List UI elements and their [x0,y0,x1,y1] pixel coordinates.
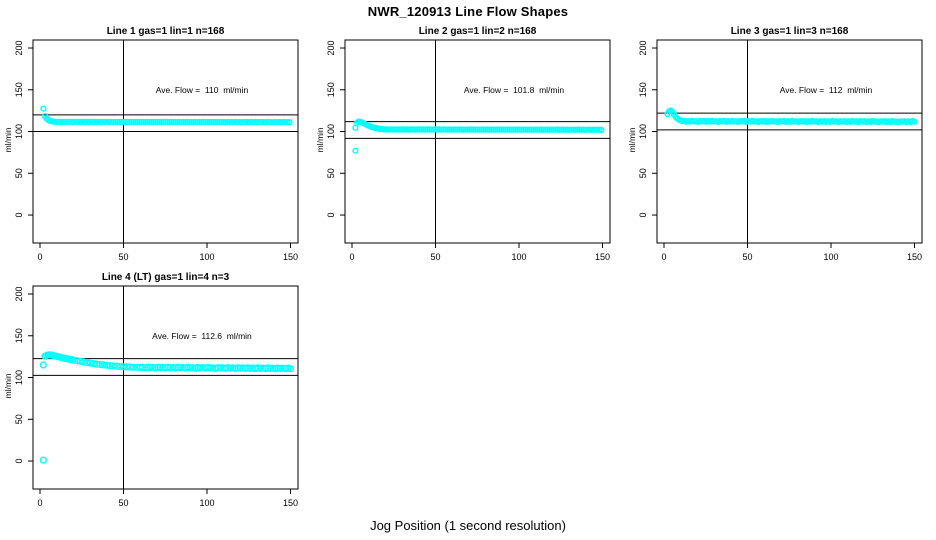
y-axis: 0 50 100 150 200 [638,41,657,218]
svg-text:50: 50 [14,168,24,178]
svg-text:100: 100 [326,124,336,139]
svg-text:0: 0 [38,252,43,262]
ave-flow-annotation: Ave. Flow = 101.8 ml/min [464,85,565,95]
plot-line-4-chart: Line 4 (LT) gas=1 lin=4 n=3 0 50 100 150 0 50 1… [3,272,299,508]
x-axis: 0 50 100 150 [350,243,610,262]
svg-text:150: 150 [283,252,298,262]
svg-text:50: 50 [430,252,440,262]
subplot-title: Line 4 (LT) gas=1 lin=4 n=3 [102,272,230,283]
subplot-title: Line 2 gas=1 lin=2 n=168 [419,26,537,37]
data-points [352,118,605,154]
y-axis-title: ml/min [315,127,325,152]
plot-box [344,39,611,244]
subplot-title: Line 1 gas=1 lin=1 n=168 [107,26,225,37]
svg-text:Line 1 gas=1 lin=1 n=168: Line 1 gas=1 lin=1 n=168 [107,26,225,37]
y-axis: 0 50 100 150 200 [14,287,33,464]
ave-flow-annotation: Ave. Flow = 112.6 ml/min [152,331,252,341]
plot-line-1-chart: Line 1 gas=1 lin=1 n=168 0 50 100 150 0 50 100 1… [3,26,299,262]
svg-text:100: 100 [823,252,838,262]
figure-title: NWR_120913 Line Flow Shapes [367,4,569,19]
svg-text:200: 200 [638,41,648,56]
svg-text:0: 0 [326,213,336,218]
x-axis: 0 50 100 150 [662,243,922,262]
x-axis-label: Jog Position (1 second resolution) [370,518,566,533]
svg-text:Ave. Flow = 110 ml/min: Ave. Flow = 110 ml/min [156,85,249,95]
plot-cell-line-2: Line 2 gas=1 lin=2 n=168 0 50 100 150 0 50 100 1… [312,24,624,270]
svg-text:ml/min: ml/min [315,127,325,152]
plot-line-2-chart: Line 2 gas=1 lin=2 n=168 0 50 100 150 0 50 100 1… [315,26,611,262]
svg-text:150: 150 [595,252,610,262]
svg-text:200: 200 [14,41,24,56]
svg-text:50: 50 [638,168,648,178]
svg-text:ml/min: ml/min [627,127,637,152]
svg-text:150: 150 [326,82,336,97]
svg-text:Line 4 (LT) gas=1 lin=4 n=3: Line 4 (LT) gas=1 lin=4 n=3 [102,272,230,283]
svg-text:100: 100 [14,124,24,139]
svg-text:50: 50 [118,498,128,508]
svg-text:100: 100 [14,370,24,385]
svg-text:150: 150 [283,498,298,508]
svg-text:Ave. Flow = 112 ml/min: Ave. Flow = 112 ml/min [780,85,873,95]
svg-text:0: 0 [662,252,667,262]
svg-text:100: 100 [511,252,526,262]
svg-text:100: 100 [199,498,214,508]
svg-text:ml/min: ml/min [3,373,13,398]
plot-cell-line-4: Line 4 (LT) gas=1 lin=4 n=3 0 50 100 150 0 50 1… [0,270,312,516]
svg-text:Ave. Flow = 112.6 ml/min: Ave. Flow = 112.6 ml/min [152,331,252,341]
x-axis: 0 50 100 150 [38,489,298,508]
y-axis-title: ml/min [3,127,13,152]
data-points [39,351,295,464]
svg-text:0: 0 [14,459,24,464]
plot-line-3-chart: Line 3 gas=1 lin=3 n=168 0 50 100 150 0 50 100 1… [627,26,923,262]
svg-text:Line 2 gas=1 lin=2 n=168: Line 2 gas=1 lin=2 n=168 [419,26,537,37]
svg-text:Line 3 gas=1 lin=3 n=168: Line 3 gas=1 lin=3 n=168 [731,26,849,37]
svg-text:0: 0 [14,213,24,218]
svg-text:Ave. Flow = 101.8 ml/min: Ave. Flow = 101.8 ml/min [464,85,565,95]
reference-lines [33,40,298,243]
svg-text:0: 0 [350,252,355,262]
data-points [664,107,918,126]
svg-text:0: 0 [638,213,648,218]
svg-text:150: 150 [638,82,648,97]
svg-text:200: 200 [14,287,24,302]
plot-box [656,39,923,244]
data-points [40,105,293,126]
y-axis: 0 50 100 150 200 [14,41,33,218]
plot-grid: Line 1 gas=1 lin=1 n=168 0 50 100 150 0 50 100 1… [0,24,936,516]
svg-text:100: 100 [199,252,214,262]
svg-text:50: 50 [742,252,752,262]
svg-text:150: 150 [907,252,922,262]
reference-lines [345,40,610,243]
plot-cell-line-1: Line 1 gas=1 lin=1 n=168 0 50 100 150 0 50 100 1… [0,24,312,270]
empty-cell [624,270,936,516]
subplot-title: Line 3 gas=1 lin=3 n=168 [731,26,849,37]
svg-text:100: 100 [638,124,648,139]
svg-text:50: 50 [326,168,336,178]
svg-text:150: 150 [14,82,24,97]
y-axis-title: ml/min [3,373,13,398]
reference-lines [657,40,922,243]
ave-flow-annotation: Ave. Flow = 112 ml/min [780,85,873,95]
svg-text:50: 50 [118,252,128,262]
svg-text:0: 0 [38,498,43,508]
svg-text:ml/min: ml/min [3,127,13,152]
svg-text:150: 150 [14,328,24,343]
reference-lines [33,286,298,489]
ave-flow-annotation: Ave. Flow = 110 ml/min [156,85,249,95]
empty-cell [312,270,624,516]
svg-text:50: 50 [14,414,24,424]
x-axis: 0 50 100 150 [38,243,298,262]
plot-box [32,285,299,490]
plot-cell-line-3: Line 3 gas=1 lin=3 n=168 0 50 100 150 0 50 100 1… [624,24,936,270]
y-axis-title: ml/min [627,127,637,152]
svg-text:200: 200 [326,41,336,56]
y-axis: 0 50 100 150 200 [326,41,345,218]
plot-box [32,39,299,244]
